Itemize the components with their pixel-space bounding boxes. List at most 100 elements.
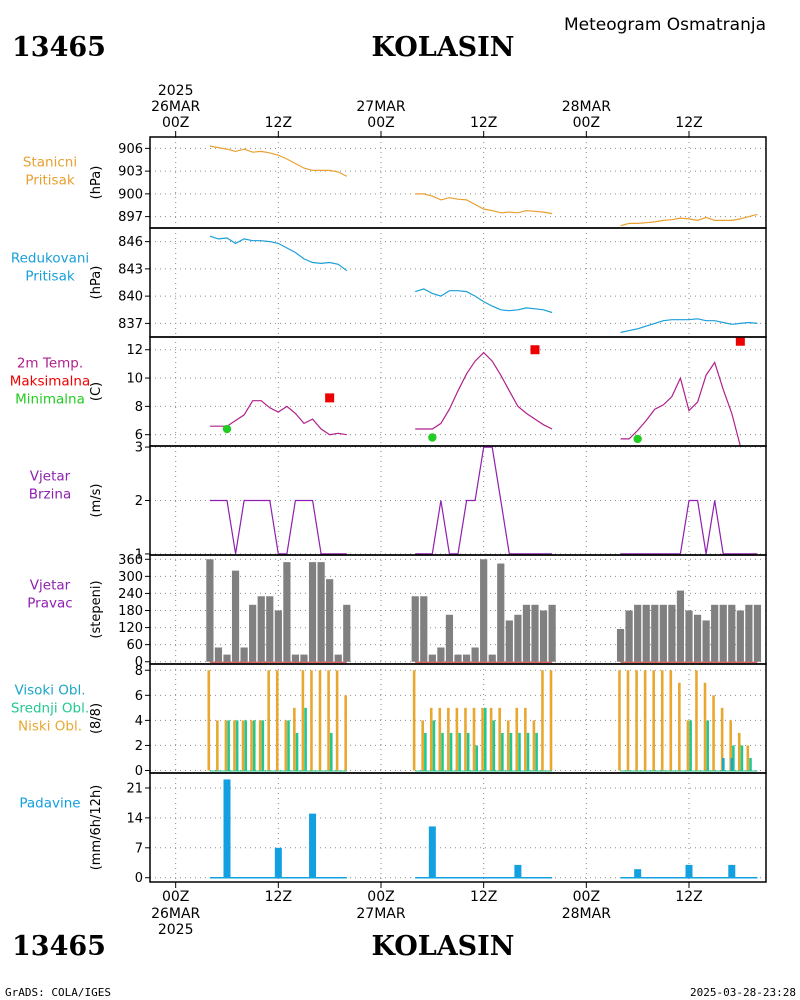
y-tick-label: 6 bbox=[135, 428, 143, 443]
low-cloud-bar bbox=[729, 720, 732, 771]
low-cloud-bar bbox=[686, 720, 690, 771]
wind-direction-bar bbox=[343, 604, 351, 662]
high-cloud-bar bbox=[722, 757, 725, 771]
low-cloud-bar bbox=[481, 707, 484, 771]
precip-bar bbox=[309, 813, 317, 878]
chart-title: Meteogram Osmatranja bbox=[564, 15, 766, 35]
low-cloud-bar bbox=[216, 720, 219, 771]
wind-direction-bar bbox=[454, 654, 462, 662]
panel-label: Pritisak bbox=[25, 172, 75, 188]
y-tick-label: 4 bbox=[135, 714, 143, 729]
precip-bar bbox=[634, 869, 642, 878]
mid-cloud-bar bbox=[441, 732, 444, 771]
bottom-hour-label: 00Z bbox=[573, 889, 600, 905]
wind-direction-bar bbox=[291, 654, 300, 662]
mid-cloud-bar bbox=[518, 732, 521, 771]
panel-unit: (mm/6h/12h) bbox=[89, 785, 104, 871]
mid-cloud-bar bbox=[501, 732, 504, 771]
wind-direction-bar bbox=[334, 654, 342, 662]
panel-label: Brzina bbox=[29, 487, 71, 503]
panel-unit: (C) bbox=[89, 382, 104, 401]
panel-label: Niski Obl. bbox=[18, 719, 82, 735]
wind-direction-bar bbox=[685, 610, 693, 662]
panel-frame bbox=[149, 445, 767, 556]
low-cloud-bar bbox=[421, 720, 424, 771]
panel-label: Vjetar bbox=[30, 578, 71, 594]
low-cloud-bar bbox=[233, 720, 236, 771]
y-tick-label: 21 bbox=[126, 781, 143, 796]
low-cloud-bar bbox=[447, 707, 450, 771]
bottom-date-label: 26MAR bbox=[151, 906, 200, 922]
panel-frame bbox=[149, 772, 767, 883]
low-cloud-bar bbox=[515, 707, 519, 771]
timestamp-text: 2025-03-28-23:28 bbox=[690, 986, 796, 999]
y-tick-label: 897 bbox=[118, 210, 143, 225]
low-cloud-bar bbox=[712, 695, 715, 771]
top-date-label: 28MAR bbox=[562, 99, 611, 115]
wind-direction-bar bbox=[223, 654, 231, 662]
top-year-label: 2025 bbox=[158, 83, 194, 99]
panel-unit: (stepeni) bbox=[89, 580, 104, 638]
mid-cloud-bar bbox=[449, 732, 453, 771]
low-cloud-bar bbox=[464, 707, 467, 771]
wind-direction-bar bbox=[480, 559, 488, 662]
series-line-station_pressure bbox=[620, 213, 758, 227]
bottom-hour-label: 12Z bbox=[675, 889, 702, 905]
wind-direction-bar bbox=[445, 614, 454, 662]
low-cloud-bar bbox=[310, 670, 313, 771]
low-cloud-bar bbox=[327, 670, 330, 771]
wind-direction-bar bbox=[659, 604, 667, 662]
y-tick-label: 3 bbox=[135, 441, 143, 456]
y-tick-label: 840 bbox=[118, 290, 143, 305]
y-tick-label: 0 bbox=[135, 655, 143, 670]
low-cloud-bar bbox=[498, 707, 501, 771]
min-temp-marker bbox=[428, 433, 437, 442]
low-cloud-bar bbox=[267, 670, 270, 771]
bottom-hour-label: 12Z bbox=[470, 889, 497, 905]
low-cloud-bar bbox=[635, 670, 638, 771]
low-cloud-bar bbox=[412, 670, 416, 771]
wind-direction-bar bbox=[753, 604, 762, 662]
series-line-wind_speed bbox=[209, 499, 347, 555]
wind-direction-bar bbox=[300, 654, 308, 662]
wind-direction-bar bbox=[625, 610, 633, 662]
wind-direction-bar bbox=[462, 654, 471, 662]
station-id-top: 13465 bbox=[12, 32, 106, 63]
y-tick-label: 12 bbox=[126, 343, 143, 358]
wind-direction-bar bbox=[736, 610, 744, 662]
wind-direction-bar bbox=[514, 614, 522, 662]
wind-direction-bar bbox=[634, 604, 642, 662]
series-line-temperature bbox=[415, 351, 553, 430]
bottom-date-label: 28MAR bbox=[562, 906, 611, 922]
bottom-date-label: 27MAR bbox=[356, 906, 405, 922]
low-cloud-bar bbox=[737, 732, 741, 771]
series-line-reduced_pressure bbox=[620, 318, 758, 334]
y-tick-label: 6 bbox=[135, 689, 143, 704]
mid-cloud-bar bbox=[235, 720, 239, 771]
mid-cloud-bar bbox=[458, 732, 461, 771]
wind-direction-bar bbox=[240, 647, 248, 662]
mid-cloud-bar bbox=[740, 745, 744, 771]
wind-direction-bar bbox=[488, 654, 496, 662]
low-cloud-bar bbox=[438, 707, 442, 771]
low-cloud-bar bbox=[275, 670, 279, 771]
panel-label: Minimalna bbox=[15, 392, 85, 408]
wind-direction-bar bbox=[728, 604, 736, 662]
y-tick-label: 240 bbox=[118, 587, 143, 602]
y-tick-label: 8 bbox=[135, 664, 143, 679]
y-tick-label: 903 bbox=[118, 165, 143, 180]
low-cloud-bar bbox=[224, 720, 228, 771]
wind-direction-bar bbox=[693, 614, 702, 662]
wind-direction-bar bbox=[616, 628, 625, 662]
panel-clouds: 0 2 4 6 8 Visoki Obl. Srednji Obl. Niski Obl. (8… bbox=[11, 663, 767, 779]
mid-cloud-bar bbox=[749, 757, 752, 771]
mid-cloud-bar bbox=[261, 720, 265, 771]
y-tick-label: 14 bbox=[126, 811, 143, 826]
wind-direction-bar bbox=[651, 604, 659, 662]
wind-direction-bar bbox=[249, 604, 257, 662]
top-date-label: 27MAR bbox=[356, 99, 405, 115]
top-hour-label: 00Z bbox=[367, 115, 394, 131]
max-temp-marker bbox=[735, 336, 745, 346]
panel-temperature: 6 8 10 12 2m Temp. Maksimalna Minimalna (C) bbox=[10, 336, 767, 447]
panel-unit: (m/s) bbox=[89, 484, 104, 518]
